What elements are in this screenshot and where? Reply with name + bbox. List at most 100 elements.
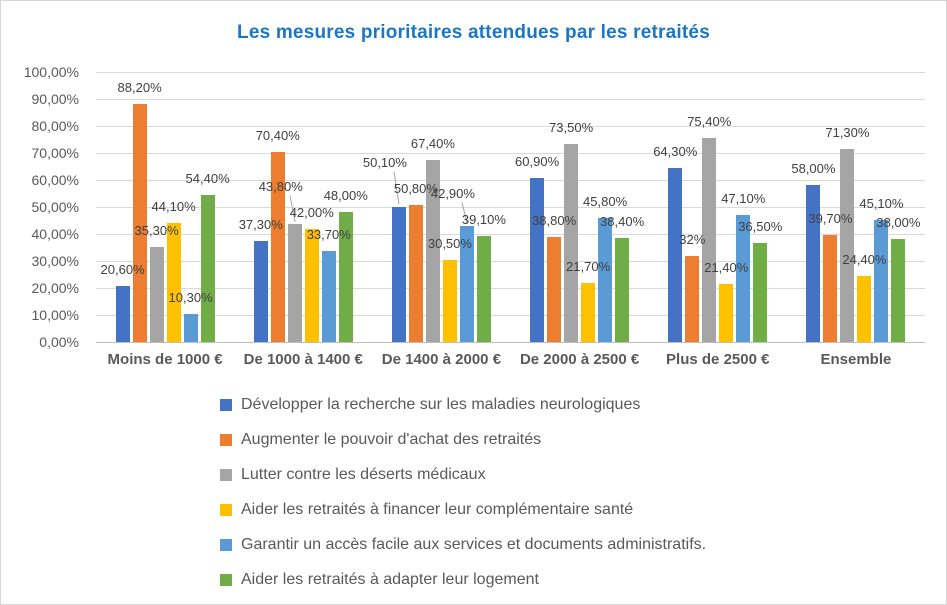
series-bar[interactable] <box>581 283 596 342</box>
series-bar[interactable] <box>253 241 268 342</box>
data-label: 50,80% <box>393 180 438 196</box>
series-bar[interactable] <box>823 234 838 342</box>
series-bar[interactable] <box>874 220 889 342</box>
data-label: 42,90% <box>430 186 475 202</box>
series-bar[interactable] <box>166 222 181 342</box>
y-axis-tick-label: 60,00% <box>31 172 79 188</box>
series-bar[interactable] <box>459 226 474 342</box>
legend-label: Aider les retraités à financer leur comp… <box>241 501 634 518</box>
data-label: 43,80% <box>258 178 303 194</box>
data-label: 38,00% <box>876 215 921 231</box>
legend-swatch <box>220 504 232 516</box>
x-axis-category-label: De 1000 à 1400 € <box>243 351 363 368</box>
series-bar[interactable] <box>270 151 285 342</box>
data-label: 42,00% <box>289 204 334 220</box>
data-label: 37,30% <box>238 217 283 233</box>
x-axis-category-label: Ensemble <box>820 351 892 368</box>
legend-swatch <box>220 539 232 551</box>
y-axis-tick-label: 100,00% <box>23 64 79 80</box>
data-label: 44,10% <box>151 198 196 214</box>
data-label: 54,40% <box>185 171 230 187</box>
series-bar[interactable] <box>149 246 164 342</box>
legend-item[interactable]: Augmenter le pouvoir d'achat des retrait… <box>220 431 541 449</box>
y-axis-tick-label: 10,00% <box>31 307 79 323</box>
series-bar[interactable] <box>408 204 423 342</box>
series-bar[interactable] <box>702 138 717 342</box>
data-label: 10,30% <box>168 290 213 306</box>
data-label: 45,80% <box>583 194 628 210</box>
series-bar[interactable] <box>442 259 457 342</box>
x-axis-category-label: Plus de 2500 € <box>666 351 770 368</box>
data-label: 20,60% <box>100 262 145 278</box>
series-bar[interactable] <box>530 177 545 342</box>
x-axis-line <box>96 342 925 343</box>
series-bar[interactable] <box>391 206 406 342</box>
series-bar[interactable] <box>736 214 751 342</box>
series-bar[interactable] <box>476 236 491 342</box>
legend-item[interactable]: Aider les retraités à adapter leur logem… <box>220 571 539 589</box>
gridline <box>96 315 925 316</box>
legend-item[interactable]: Développer la recherche sur les maladies… <box>220 396 640 414</box>
gridline <box>96 72 925 73</box>
series-bar[interactable] <box>321 251 336 342</box>
data-label: 64,30% <box>653 144 698 160</box>
series-bar[interactable] <box>857 276 872 342</box>
legend-label: Développer la recherche sur les maladies… <box>241 396 641 413</box>
series-bar[interactable] <box>183 314 198 342</box>
legend-swatch <box>220 574 232 586</box>
x-axis-category-label: Moins de 1000 € <box>107 351 223 368</box>
y-axis-tick-label: 30,00% <box>31 253 79 269</box>
series-bar[interactable] <box>287 223 302 342</box>
y-axis-tick-label: 20,00% <box>31 280 79 296</box>
data-label: 60,90% <box>515 153 560 169</box>
series-bar[interactable] <box>840 149 855 342</box>
gridline <box>96 234 925 235</box>
legend-item[interactable]: Garantir un accès facile aux services et… <box>220 536 706 554</box>
series-bar[interactable] <box>668 168 683 342</box>
gridline <box>96 126 925 127</box>
series-bar[interactable] <box>598 218 613 342</box>
legend-label: Lutter contre les déserts médicaux <box>241 466 486 483</box>
series-bar[interactable] <box>115 286 130 342</box>
y-axis-tick-label: 40,00% <box>31 226 79 242</box>
data-label: 38,80% <box>532 213 577 229</box>
data-label: 21,40% <box>704 260 749 276</box>
data-label: 39,70% <box>808 210 853 226</box>
data-label: 48,00% <box>323 188 368 204</box>
data-label: 70,40% <box>255 127 300 143</box>
series-bar[interactable] <box>564 143 579 342</box>
data-label: 24,40% <box>842 252 887 268</box>
y-axis-tick-label: 70,00% <box>31 145 79 161</box>
legend-swatch <box>220 399 232 411</box>
y-axis-tick-label: 80,00% <box>31 118 79 134</box>
legend-swatch <box>220 434 232 446</box>
gridline <box>96 207 925 208</box>
x-axis-category-label: De 2000 à 2500 € <box>519 351 640 368</box>
series-bar[interactable] <box>685 255 700 342</box>
data-label: 73,50% <box>549 119 594 135</box>
series-bar[interactable] <box>806 185 821 342</box>
series-bar[interactable] <box>200 195 215 342</box>
data-label: 67,40% <box>410 136 455 152</box>
data-label: 35,30% <box>134 222 179 238</box>
series-bar[interactable] <box>547 237 562 342</box>
data-label: 58,00% <box>791 161 836 177</box>
legend-label: Augmenter le pouvoir d'achat des retrait… <box>241 431 542 448</box>
data-label: 36,50% <box>738 219 783 235</box>
gridline <box>96 180 925 181</box>
series-bar[interactable] <box>719 284 734 342</box>
data-label: 21,70% <box>566 259 611 275</box>
series-bar[interactable] <box>753 243 768 342</box>
series-bar[interactable] <box>132 103 147 342</box>
series-bar[interactable] <box>615 238 630 342</box>
series-bar[interactable] <box>338 212 353 342</box>
data-label: 33,70% <box>306 227 351 242</box>
series-bar[interactable] <box>304 228 319 342</box>
y-axis-tick-label: 90,00% <box>31 91 79 107</box>
data-label: 88,20% <box>117 79 162 95</box>
series-bar[interactable] <box>891 239 906 342</box>
legend-item[interactable]: Aider les retraités à financer leur comp… <box>220 501 633 519</box>
series-bar[interactable] <box>425 160 440 342</box>
legend-item[interactable]: Lutter contre les déserts médicaux <box>220 466 486 484</box>
